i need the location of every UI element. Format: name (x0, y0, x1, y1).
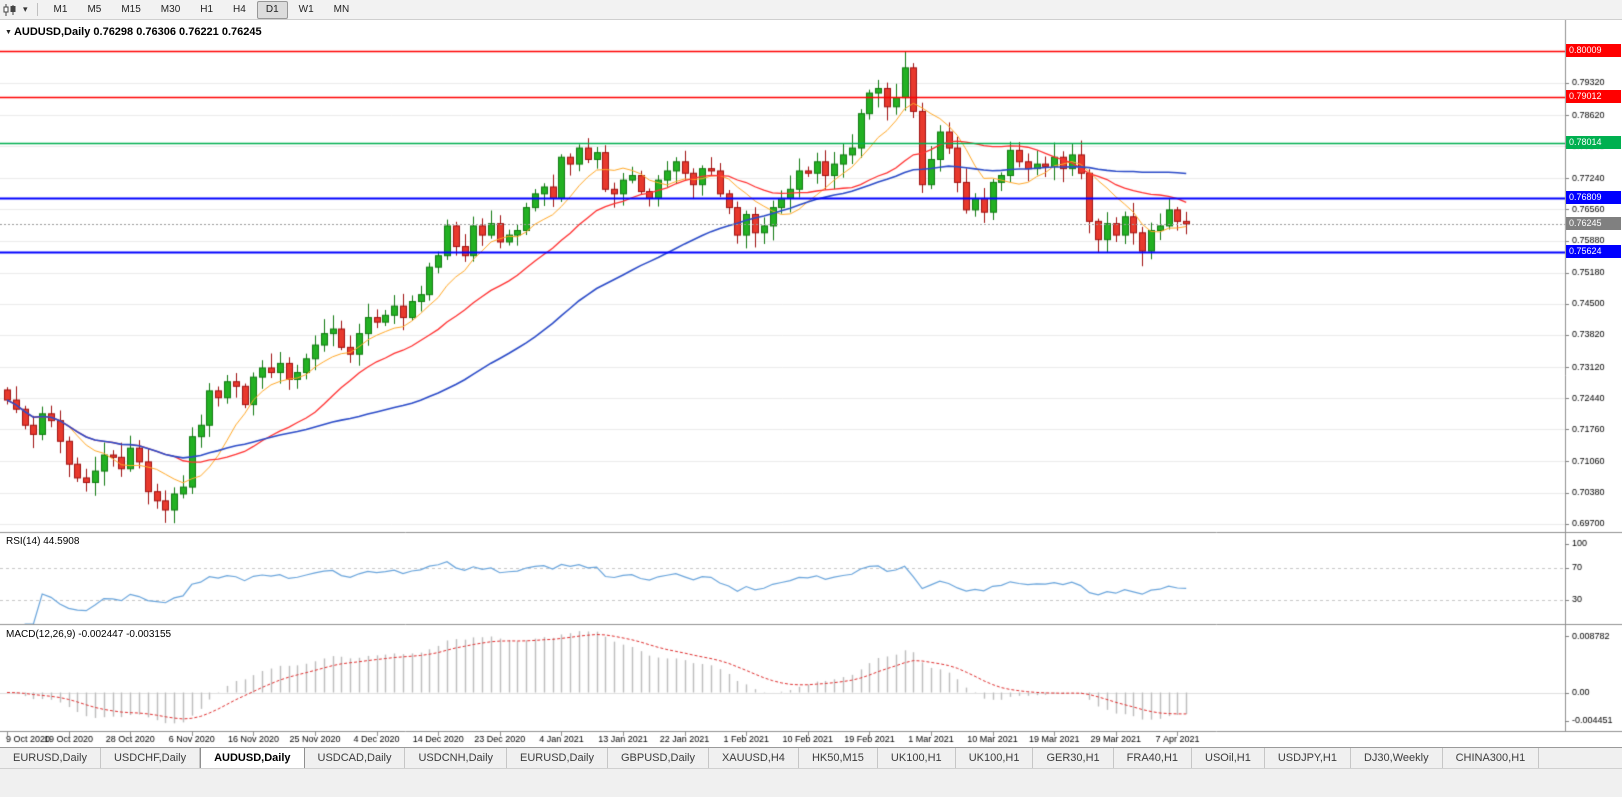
chart-tab-usdcad-daily[interactable]: USDCAD,Daily (305, 748, 406, 768)
chart-tab-dj30-weekly[interactable]: DJ30,Weekly (1351, 748, 1443, 768)
chart-tab-china300-h1[interactable]: CHINA300,H1 (1443, 748, 1540, 768)
price-level-label[interactable]: 0.76809 (1566, 191, 1621, 204)
chart-type-dropdown-caret-icon[interactable]: ▾ (23, 4, 28, 14)
chart-tab-uk100-h1[interactable]: UK100,H1 (878, 748, 956, 768)
timeframe-button-m5[interactable]: M5 (87, 3, 102, 15)
chart-tab-fra40-h1[interactable]: FRA40,H1 (1114, 748, 1193, 768)
symbol-marker-icon: ▼ (5, 29, 12, 36)
chart-tab-usdcnh-daily[interactable]: USDCNH,Daily (405, 748, 508, 768)
chart-tab-gbpusd-daily[interactable]: GBPUSD,Daily (608, 748, 709, 768)
price-level-label[interactable]: 0.79012 (1566, 90, 1621, 103)
price-level-label[interactable]: 0.75624 (1566, 245, 1621, 258)
chart-window: ▼ AUDUSD,Daily 0.76298 0.76306 0.76221 0.… (0, 20, 1622, 747)
chart-tab-usdchf-daily[interactable]: USDCHF,Daily (101, 748, 201, 768)
toolbar-separator (36, 3, 38, 16)
timeframe-button-mn[interactable]: MN (333, 3, 350, 15)
chart-tab-usoil-h1[interactable]: USOil,H1 (1192, 748, 1265, 768)
timeframe-button-w1[interactable]: W1 (298, 3, 314, 15)
chart-tab-eurusd-daily[interactable]: EURUSD,Daily (0, 748, 101, 768)
chart-tab-usdjpy-h1[interactable]: USDJPY,H1 (1265, 748, 1351, 768)
price-level-label[interactable]: 0.80009 (1566, 44, 1621, 57)
rsi-indicator-label: RSI(14) 44.5908 (6, 536, 80, 547)
timeframe-button-m1[interactable]: M1 (53, 3, 68, 15)
timeframe-button-d1[interactable]: D1 (256, 0, 288, 19)
chart-tab-xauusd-h4[interactable]: XAUUSD,H4 (709, 748, 799, 768)
status-bar (0, 768, 1622, 797)
current-price-label: 0.76245 (1566, 217, 1621, 230)
chart-tabs-bar: EURUSD,Daily USDCHF,Daily AUDUSD,Daily USDC… (0, 747, 1622, 768)
timeframe-button-h4[interactable]: H4 (233, 3, 246, 15)
chart-type-icon[interactable] (0, 1, 20, 19)
chart-tab-uk100-h1[interactable]: UK100,H1 (956, 748, 1034, 768)
chart-tab-hk50-m15[interactable]: HK50,M15 (799, 748, 878, 768)
chart-tab-ger30-h1[interactable]: GER30,H1 (1033, 748, 1114, 768)
chart-canvas[interactable] (0, 20, 1622, 747)
macd-indicator-label: MACD(12,26,9) -0.002447 -0.003155 (6, 629, 172, 640)
chart-title-text: AUDUSD,Daily 0.76298 0.76306 0.76221 0.7… (13, 26, 262, 38)
timeframe-button-m15[interactable]: M15 (121, 3, 141, 15)
chart-tab-audusd-daily[interactable]: AUDUSD,Daily (200, 748, 305, 768)
chart-tab-eurusd-daily[interactable]: EURUSD,Daily (507, 748, 608, 768)
chart-title: ▼ AUDUSD,Daily 0.76298 0.76306 0.76221 0.… (5, 26, 262, 38)
timeframe-toolbar: ▾ M1 M5 M15 M30 H1 H4 D1 W1 MN (0, 0, 1622, 20)
timeframe-buttons: M1 M5 M15 M30 H1 H4 D1 W1 MN (44, 0, 360, 19)
timeframe-button-m30[interactable]: M30 (160, 3, 181, 15)
timeframe-button-h1[interactable]: H1 (200, 3, 214, 15)
price-level-label[interactable]: 0.78014 (1566, 136, 1621, 149)
